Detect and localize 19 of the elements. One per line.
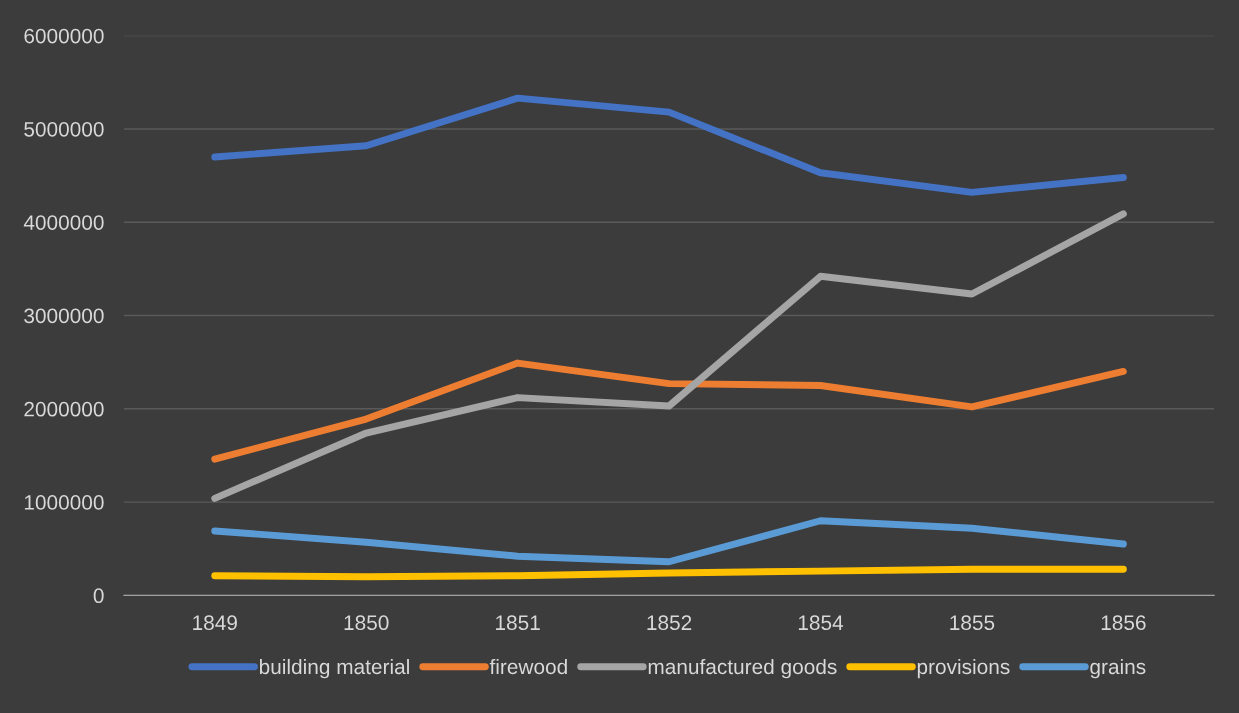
- legend-label: firewood: [489, 658, 567, 675]
- x-tick-label: 1850: [344, 615, 389, 631]
- legend-label: manufactured goods: [648, 658, 837, 679]
- x-tick-label: 1852: [647, 615, 692, 631]
- y-tick-label: 4000000: [23, 215, 104, 230]
- legend-label: building material: [259, 658, 409, 679]
- x-tick-label: 1855: [950, 615, 995, 631]
- x-tick-label: 1856: [1101, 615, 1146, 631]
- x-tick-label: 1849: [193, 615, 237, 631]
- legend-label: provisions: [917, 658, 1010, 679]
- x-tick-label: 1854: [798, 615, 844, 631]
- y-tick-label: 6000000: [24, 28, 104, 44]
- x-tick-label: 1851: [496, 615, 540, 631]
- legend-label: grains: [1090, 658, 1146, 679]
- y-tick-label: 1000000: [24, 495, 104, 510]
- y-tick-label: 2000000: [24, 401, 104, 417]
- y-tick-label: 0: [93, 588, 104, 604]
- y-tick-label: 3000000: [24, 308, 104, 324]
- y-tick-label: 5000000: [24, 121, 104, 137]
